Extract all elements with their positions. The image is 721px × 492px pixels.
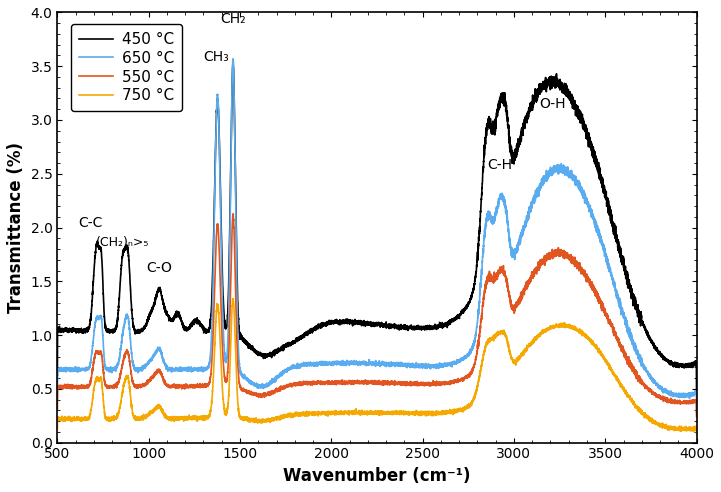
550 °C <box>692 414 701 420</box>
450 °C <box>307 329 316 335</box>
Line: 550 °C: 550 °C <box>58 214 696 417</box>
550 °C <box>229 211 237 217</box>
450 °C <box>221 320 229 326</box>
Text: C-C: C-C <box>78 215 102 230</box>
550 °C <box>485 273 494 279</box>
650 °C <box>229 56 237 62</box>
Line: 650 °C: 650 °C <box>58 59 696 412</box>
550 °C <box>221 375 229 381</box>
450 °C <box>363 319 371 325</box>
650 °C <box>485 215 494 221</box>
Text: O-H: O-H <box>539 97 565 111</box>
650 °C <box>692 409 701 415</box>
Line: 450 °C: 450 °C <box>58 63 696 394</box>
Text: C-O: C-O <box>146 261 172 275</box>
450 °C <box>229 60 237 66</box>
Line: 750 °C: 750 °C <box>58 299 696 434</box>
750 °C <box>229 296 237 302</box>
750 °C <box>53 426 62 432</box>
Text: C-H: C-H <box>487 157 512 172</box>
750 °C <box>221 407 229 413</box>
550 °C <box>307 380 316 386</box>
450 °C <box>692 391 701 397</box>
550 °C <box>87 375 95 381</box>
Text: (CH₂)ₙ>₅: (CH₂)ₙ>₅ <box>95 236 149 249</box>
750 °C <box>363 408 371 414</box>
X-axis label: Wavenumber (cm⁻¹): Wavenumber (cm⁻¹) <box>283 467 471 485</box>
450 °C <box>294 336 303 342</box>
650 °C <box>221 352 229 358</box>
Y-axis label: Transmittance (%): Transmittance (%) <box>7 142 25 313</box>
650 °C <box>53 396 62 402</box>
750 °C <box>294 413 303 419</box>
750 °C <box>692 431 701 437</box>
550 °C <box>53 407 62 413</box>
750 °C <box>307 410 316 416</box>
550 °C <box>363 381 371 387</box>
650 °C <box>363 362 371 368</box>
650 °C <box>87 358 95 364</box>
750 °C <box>485 335 494 340</box>
450 °C <box>485 119 494 125</box>
450 °C <box>53 372 62 378</box>
650 °C <box>294 365 303 370</box>
Text: CH₃: CH₃ <box>203 50 229 64</box>
650 °C <box>307 360 316 366</box>
Legend: 450 °C, 650 °C, 550 °C, 750 °C: 450 °C, 650 °C, 550 °C, 750 °C <box>71 25 182 111</box>
750 °C <box>87 408 95 414</box>
550 °C <box>294 380 303 386</box>
Text: CH₂: CH₂ <box>220 12 246 27</box>
450 °C <box>87 314 95 320</box>
